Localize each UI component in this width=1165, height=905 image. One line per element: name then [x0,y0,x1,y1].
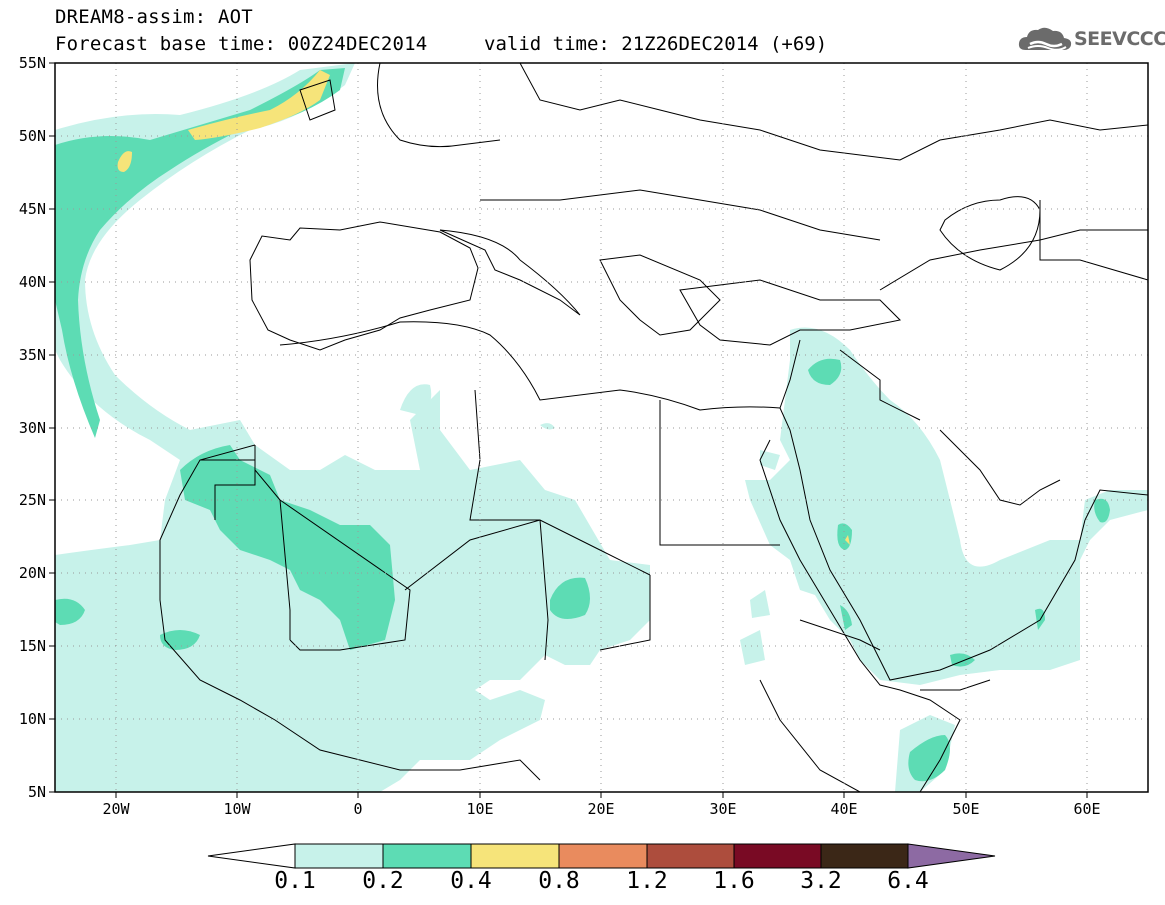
axis-ticks [49,62,1088,798]
lat-label: 25N [19,491,46,509]
lat-label: 40N [19,273,46,291]
colorbar-segment [558,843,648,869]
lat-label: 55N [19,54,46,72]
colorbar-segment [646,843,735,869]
colorbar-label: 3.2 [800,868,842,894]
colorbar-segment [820,843,909,869]
lat-label: 45N [19,200,46,218]
coastlines [159,63,1148,792]
lon-label: 10E [466,800,493,818]
logo-text: SEEVCCC [1074,28,1165,50]
lon-label: 50E [952,800,979,818]
lon-label: 40E [830,800,857,818]
colorbar-arrow-high [907,843,996,869]
colorbar-label: 1.6 [713,868,755,894]
forecast-base-time: Forecast base time: 00Z24DEC2014 [55,33,428,55]
lat-label: 5N [28,783,46,801]
lon-label: 10W [223,800,251,818]
colorbar-label: 6.4 [887,868,929,894]
colorbar-label: 1.2 [626,868,668,894]
lat-label: 15N [19,637,46,655]
colorbar-arrow-low [207,843,296,869]
lon-label: 20E [587,800,614,818]
longitude-labels: 20W 10W 0 10E 20E 30E 40E 50E 60E [102,800,1100,818]
lat-label: 10N [19,710,46,728]
colorbar-segment [294,843,384,869]
latitude-labels: 5N 10N 15N 20N 25N 30N 35N 40N 45N 50N 5… [19,54,46,801]
colorbar-label: 0.1 [274,868,316,894]
cloud-icon [1018,27,1072,51]
colorbar-label: 0.2 [362,868,404,894]
map-title: DREAM8-assim: AOT [55,6,253,28]
gridlines [55,63,1148,792]
colorbar-label: 0.8 [538,868,580,894]
lat-label: 20N [19,564,46,582]
colorbar [207,843,996,869]
lon-label: 20W [102,800,130,818]
lon-label: 0 [353,800,362,818]
aot-band-0.4-0.8 [117,70,850,545]
lat-label: 30N [19,419,46,437]
lon-label: 30E [709,800,736,818]
colorbar-segment [733,843,822,869]
valid-time: valid time: 21Z26DEC2014 (+69) [484,33,828,55]
lat-label: 50N [19,127,46,145]
colorbar-segment [470,843,560,869]
colorbar-label: 0.4 [450,868,492,894]
lat-label: 35N [19,346,46,364]
colorbar-segment [382,843,472,869]
lon-label: 60E [1073,800,1100,818]
